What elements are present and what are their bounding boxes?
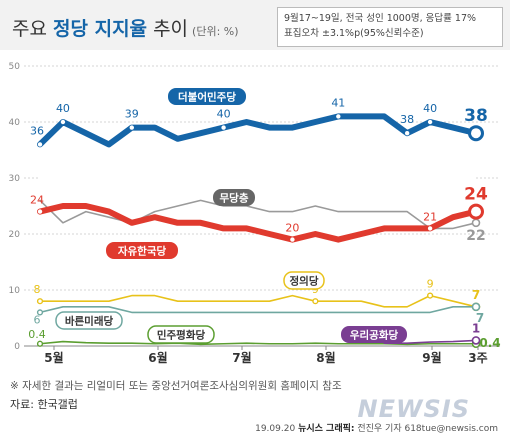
title-prefix: 주요 xyxy=(12,18,47,40)
value-label-minju-13: 41 xyxy=(331,96,345,109)
point-hankook-11 xyxy=(290,237,295,242)
survey-info-line2: 표집오차 ±3.1%p(95%신뢰수준) xyxy=(284,28,424,39)
x-tick-4: 9월 xyxy=(422,350,441,365)
legend-label-pyeonghwa: 민주평화당 xyxy=(157,329,206,342)
credit-line: 19.09.20 뉴시스 그래픽: 전진우 기자 618tue@newsis.c… xyxy=(255,421,498,434)
point-justice-0 xyxy=(36,298,44,305)
x-tick-0: 5월 xyxy=(44,350,63,365)
value-label-none-19: 22 xyxy=(466,228,485,244)
x-tick-1: 6월 xyxy=(148,350,167,365)
point-bareun-0 xyxy=(36,309,44,316)
band-between-main-parties xyxy=(40,116,476,240)
y-tick-50: 50 xyxy=(9,62,21,72)
point-minju-1 xyxy=(60,119,66,125)
legend-label-justice: 정의당 xyxy=(290,275,319,288)
series-line-bareun xyxy=(39,306,477,314)
value-label-minju-19: 38 xyxy=(464,106,488,126)
legend-tag-pyeonghwa xyxy=(147,325,215,344)
point-bareun-19 xyxy=(471,302,481,312)
credit-date: 19.09.20 xyxy=(255,424,296,434)
point-minju-0 xyxy=(37,142,43,147)
x-tick-2: 7월 xyxy=(232,350,251,365)
point-minju-16 xyxy=(404,131,410,136)
credit-author: 전진우 기자 618tue@newsis.com xyxy=(357,424,498,434)
y-tick-30: 30 xyxy=(9,174,21,184)
y-tick-20: 20 xyxy=(9,230,21,240)
value-label-hankook-11: 20 xyxy=(285,222,299,235)
value-label-minju-8: 40 xyxy=(217,108,231,121)
point-none-19 xyxy=(471,218,481,228)
survey-info-box: 9월17~19일, 전국 성인 1000명, 응답률 17% 표집오차 ±3.1… xyxy=(277,7,503,47)
legend-label-minju: 더불어민주당 xyxy=(178,91,236,104)
source-label: 자료: 한국갤럽 xyxy=(10,398,78,411)
legend-tag-minju xyxy=(168,88,246,105)
legend-tag-none xyxy=(213,189,255,206)
point-minju-4 xyxy=(129,125,134,130)
title-highlight: 정당 지지율 xyxy=(53,18,148,40)
series-points xyxy=(36,114,484,349)
x-axis: 5월 6월 7월 8월 9월 3주 xyxy=(44,346,488,365)
series-line-uri xyxy=(383,339,477,344)
point-hankook-0 xyxy=(37,209,43,214)
legend-tag-hankook xyxy=(106,242,178,259)
y-tick-40: 40 xyxy=(9,118,21,128)
line-chart: 0 10 20 30 40 50 36 40 39 40 41 38 40 38 24 20 21 24 22 8 9… xyxy=(9,62,501,365)
value-label-minju-4: 39 xyxy=(125,108,139,121)
survey-info-line1: 9월17~19일, 전국 성인 1000명, 응답률 17% xyxy=(284,13,477,24)
point-minju-8 xyxy=(221,125,226,130)
y-tick-0: 0 xyxy=(14,342,20,352)
value-label-justice-0: 8 xyxy=(34,283,41,296)
series-line-minju xyxy=(37,113,479,148)
unit-label: (단위: %) xyxy=(192,25,239,38)
point-justice-12 xyxy=(312,298,319,305)
series-bands xyxy=(40,116,476,240)
value-label-bareun-0: 6 xyxy=(34,313,41,326)
value-labels: 364039404138403824202124228997670.40.41 xyxy=(28,96,500,349)
value-label-hankook-0: 24 xyxy=(30,194,44,207)
footnote: ※ 자세한 결과는 리얼미터 또는 중앙선거여론조사심의위원회 홈페이지 참조 xyxy=(10,380,342,392)
series-lines xyxy=(37,113,479,346)
legend-label-uri: 우리공화당 xyxy=(350,329,399,342)
series-line-none xyxy=(39,199,477,230)
value-label-bareun-19: 7 xyxy=(476,311,484,325)
point-uri-19 xyxy=(471,336,481,345)
legend-label-hankook: 자유한국당 xyxy=(118,245,167,258)
point-minju-13 xyxy=(336,114,341,119)
legend-tag-justice xyxy=(283,271,325,290)
value-label-hankook-17: 21 xyxy=(423,210,437,223)
value-label-minju-16: 38 xyxy=(400,113,414,126)
legend-tag-bareun xyxy=(55,311,123,330)
series-line-justice xyxy=(39,294,477,308)
point-pyeonghwa-0 xyxy=(36,340,44,347)
value-label-minju-1: 40 xyxy=(56,102,70,115)
x-tick-5: 3주 xyxy=(468,351,487,365)
credit-agency: 뉴시스 그래픽: xyxy=(298,424,355,434)
legend-tag-uri xyxy=(341,326,407,343)
point-minju-19 xyxy=(468,125,484,142)
legend-label-bareun: 바른미래당 xyxy=(65,315,114,328)
x-tick-3: 8월 xyxy=(316,350,335,365)
value-label-minju-0: 36 xyxy=(30,124,44,137)
point-minju-17 xyxy=(427,119,433,125)
chart-title: 주요 정당 지지율 추이 (단위: %) xyxy=(12,14,239,41)
value-label-minju-17: 40 xyxy=(423,102,437,115)
y-tick-10: 10 xyxy=(9,286,21,296)
point-hankook-17 xyxy=(427,226,433,231)
value-label-hankook-19: 24 xyxy=(464,185,488,205)
title-suffix: 추이 xyxy=(153,18,189,40)
newsis-watermark: NEWSIS xyxy=(357,395,470,423)
value-label-justice-17: 9 xyxy=(427,278,434,291)
series-line-hankook xyxy=(37,203,479,243)
value-label-pyeonghwa-0: 0.4 xyxy=(28,328,46,341)
point-hankook-19 xyxy=(468,203,484,220)
point-justice-17 xyxy=(427,292,434,299)
value-label-justice-19: 7 xyxy=(472,288,480,302)
value-label-uri-19: 1 xyxy=(472,321,480,335)
legend-label-none: 무당층 xyxy=(220,192,249,205)
value-label-pyeonghwa-19: 0.4 xyxy=(479,336,500,350)
series-line-pyeonghwa xyxy=(39,340,477,346)
